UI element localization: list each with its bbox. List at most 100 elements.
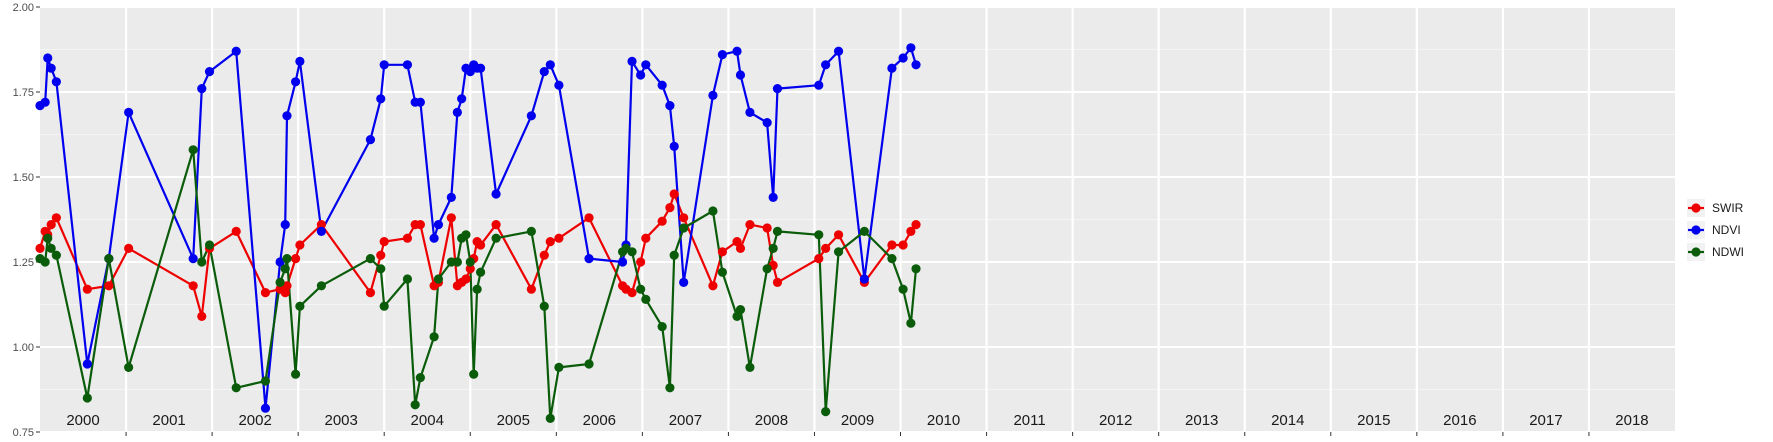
legend-key-point-swir [1691,203,1701,213]
data-point-ndvi [657,80,667,90]
year-label: 2003 [324,412,357,429]
data-point-ndwi [410,400,420,410]
data-point-ndvi [554,80,564,90]
data-point-ndvi [911,60,921,70]
data-point-ndvi [433,220,444,230]
data-point-swir [665,203,675,213]
data-point-ndvi [745,107,755,117]
data-point-ndwi [584,359,594,369]
year-label: 2015 [1357,412,1390,429]
data-point-ndwi [365,254,376,264]
year-label: 2007 [669,412,702,429]
data-point-ndvi [43,53,53,63]
data-point-ndwi [469,369,479,379]
data-point-ndvi [762,118,772,128]
year-label: 2001 [152,412,185,429]
data-point-ndvi [376,94,386,104]
data-point-swir [911,220,921,230]
data-point-ndwi [887,254,897,264]
y-tick-label: 1.00 [13,342,34,354]
data-point-ndvi [280,220,290,230]
data-point-swir [545,237,555,247]
data-point-ndwi [545,413,555,423]
data-point-ndwi [188,145,198,155]
data-point-ndvi [526,111,536,121]
data-point-ndvi [429,233,439,243]
data-point-swir [887,240,897,250]
data-point-ndvi [906,43,916,53]
data-point-ndwi [231,383,241,393]
data-point-ndvi [669,141,679,151]
data-point-swir [124,243,134,253]
data-point-ndvi [772,84,783,94]
data-point-ndvi [365,135,376,145]
data-point-ndwi [669,250,679,260]
data-point-ndvi [275,257,285,267]
data-point-swir [584,213,594,223]
data-point-ndvi [735,70,746,80]
data-point-swir [231,226,241,236]
data-point-ndwi [316,281,326,291]
data-point-ndvi [446,192,456,202]
data-point-ndvi [260,403,271,413]
data-point-ndwi [814,230,824,240]
legend: SWIR NDVI NDWI [1687,199,1744,261]
data-point-ndwi [104,254,114,264]
data-point-ndwi [679,223,689,233]
data-point-swir [46,220,56,230]
legend-key-point-ndvi [1691,225,1701,235]
data-point-ndvi [188,254,198,264]
data-point-ndwi [745,362,755,372]
data-point-swir [461,274,471,284]
data-point-ndvi [415,97,425,107]
data-point-ndwi [429,332,439,342]
year-label: 2017 [1529,412,1562,429]
data-point-ndvi [282,111,292,121]
data-point-ndwi [732,311,742,321]
data-point-ndwi [204,240,215,250]
data-point-ndvi [379,60,389,70]
data-point-ndwi [491,233,501,243]
data-point-swir [376,250,386,260]
data-point-ndwi [260,376,271,386]
data-point-ndvi [475,63,486,73]
data-point-ndwi [735,305,746,315]
data-point-ndvi [197,84,207,94]
data-point-swir [446,213,456,223]
data-point-ndwi [708,206,718,216]
data-point-ndwi [641,294,651,304]
data-point-ndwi [197,257,207,267]
series-points [35,43,921,423]
data-point-swir [762,223,772,233]
data-point-swir [833,230,844,240]
data-point-ndvi [295,56,305,66]
data-point-swir [35,243,45,253]
data-point-swir [197,311,207,321]
data-point-ndwi [43,233,53,243]
data-point-swir [539,250,549,260]
data-point-swir [491,220,501,230]
data-point-swir [82,284,92,294]
data-point-ndvi [316,226,326,236]
data-point-ndvi [124,107,134,117]
data-point-ndvi [617,257,628,267]
data-point-swir [379,237,389,247]
year-label: 2002 [238,412,271,429]
data-point-ndvi [452,107,462,117]
data-point-swir [365,288,376,298]
data-point-swir [636,257,646,267]
data-point-ndwi [475,267,486,277]
legend-label-ndwi: NDWI [1712,245,1744,259]
year-label: 2005 [497,412,530,429]
data-point-swir [402,233,413,243]
data-point-ndwi [82,393,92,403]
data-point-ndvi [51,77,61,87]
data-point-ndwi [433,274,444,284]
major-gridlines [40,6,1675,433]
data-point-ndvi [290,77,301,87]
data-point-swir [641,233,651,243]
year-label: 2014 [1271,412,1304,429]
year-label: 2018 [1615,412,1648,429]
y-tick-label: 1.75 [13,87,34,99]
data-point-ndwi [275,277,285,287]
